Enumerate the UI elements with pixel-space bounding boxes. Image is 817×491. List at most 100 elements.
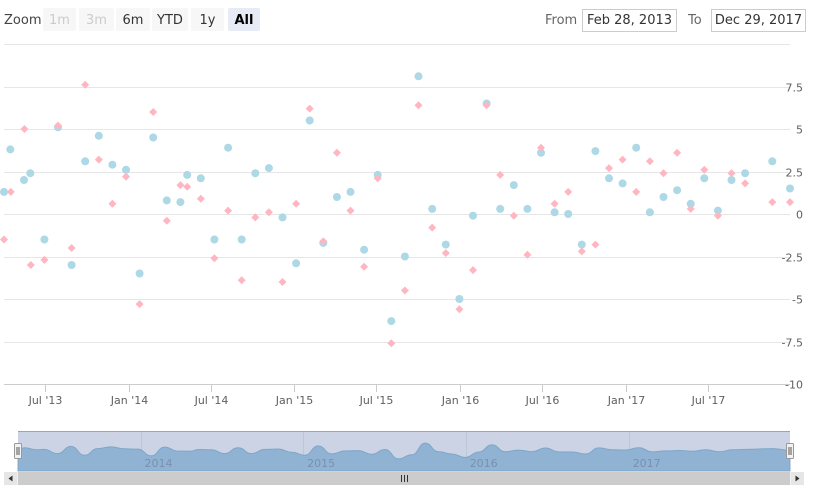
data-point-diamond[interactable] xyxy=(605,164,613,173)
data-point-diamond[interactable] xyxy=(700,165,709,174)
data-point-circle[interactable] xyxy=(428,204,437,213)
navigator-selection[interactable] xyxy=(18,431,790,471)
data-point-circle[interactable] xyxy=(673,186,682,195)
data-point-diamond[interactable] xyxy=(428,223,437,232)
data-point-diamond[interactable] xyxy=(659,169,668,178)
data-point-diamond[interactable] xyxy=(122,172,130,181)
data-point-diamond[interactable] xyxy=(210,254,219,263)
data-point-diamond[interactable] xyxy=(224,206,233,215)
data-point-circle[interactable] xyxy=(564,210,573,218)
data-point-diamond[interactable] xyxy=(346,206,355,215)
data-point-diamond[interactable] xyxy=(264,208,273,217)
zoom-button-1y[interactable]: 1y xyxy=(191,8,224,31)
data-point-circle[interactable] xyxy=(387,317,396,326)
data-point-circle[interactable] xyxy=(618,179,627,188)
data-point-diamond[interactable] xyxy=(537,143,545,152)
data-point-circle[interactable] xyxy=(196,174,205,183)
data-point-diamond[interactable] xyxy=(292,199,301,208)
data-point-diamond[interactable] xyxy=(441,249,450,258)
data-point-circle[interactable] xyxy=(0,187,8,196)
data-point-circle[interactable] xyxy=(414,72,423,81)
data-point-circle[interactable] xyxy=(523,204,532,213)
data-point-diamond[interactable] xyxy=(618,155,627,164)
data-point-circle[interactable] xyxy=(108,160,117,169)
data-point-diamond[interactable] xyxy=(550,199,559,208)
data-point-circle[interactable] xyxy=(346,187,355,196)
data-point-circle[interactable] xyxy=(741,169,750,178)
data-point-circle[interactable] xyxy=(632,143,641,152)
data-point-diamond[interactable] xyxy=(713,211,722,220)
data-point-diamond[interactable] xyxy=(319,237,328,246)
data-point-diamond[interactable] xyxy=(768,198,777,207)
data-point-circle[interactable] xyxy=(26,169,35,178)
data-point-diamond[interactable] xyxy=(237,276,246,285)
data-point-diamond[interactable] xyxy=(400,286,409,295)
data-point-diamond[interactable] xyxy=(108,199,117,208)
data-point-diamond[interactable] xyxy=(0,235,8,244)
data-point-diamond[interactable] xyxy=(40,255,49,264)
data-point-diamond[interactable] xyxy=(455,305,464,314)
scrollbar[interactable] xyxy=(4,472,804,485)
data-point-diamond[interactable] xyxy=(786,198,794,207)
data-point-diamond[interactable] xyxy=(469,266,477,275)
data-point-diamond[interactable] xyxy=(67,244,76,252)
data-point-diamond[interactable] xyxy=(564,187,573,196)
data-point-diamond[interactable] xyxy=(360,262,369,271)
data-point-diamond[interactable] xyxy=(94,155,103,164)
data-point-circle[interactable] xyxy=(605,174,613,183)
data-point-diamond[interactable] xyxy=(54,121,62,130)
data-point-circle[interactable] xyxy=(6,145,15,154)
data-point-circle[interactable] xyxy=(659,193,668,201)
scrollbar-left-button[interactable] xyxy=(4,472,17,485)
data-point-diamond[interactable] xyxy=(387,339,396,348)
data-point-circle[interactable] xyxy=(496,204,505,213)
data-point-diamond[interactable] xyxy=(482,101,491,110)
data-point-circle[interactable] xyxy=(509,181,518,190)
data-point-diamond[interactable] xyxy=(373,174,382,183)
data-point-circle[interactable] xyxy=(135,269,144,278)
from-date-input[interactable]: Feb 28, 2013 xyxy=(582,9,677,32)
data-point-diamond[interactable] xyxy=(523,250,532,259)
data-point-circle[interactable] xyxy=(149,133,158,142)
data-point-circle[interactable] xyxy=(20,176,28,184)
scrollbar-right-button[interactable] xyxy=(791,472,804,485)
data-point-circle[interactable] xyxy=(786,184,794,193)
zoom-button-6m[interactable]: 6m xyxy=(116,8,150,31)
data-point-circle[interactable] xyxy=(727,176,736,184)
data-point-circle[interactable] xyxy=(713,206,722,215)
data-point-circle[interactable] xyxy=(237,235,246,244)
data-point-diamond[interactable] xyxy=(278,278,287,286)
data-point-circle[interactable] xyxy=(122,165,130,174)
data-point-diamond[interactable] xyxy=(251,213,260,222)
data-point-circle[interactable] xyxy=(40,235,49,244)
data-point-circle[interactable] xyxy=(537,148,545,157)
data-point-circle[interactable] xyxy=(278,213,287,222)
data-point-diamond[interactable] xyxy=(149,108,158,116)
data-point-diamond[interactable] xyxy=(577,247,586,256)
data-point-circle[interactable] xyxy=(360,245,369,254)
zoom-button-3m[interactable]: 3m xyxy=(79,8,114,31)
data-point-circle[interactable] xyxy=(645,208,654,217)
navigator[interactable]: 2014 2015 2016 2017 xyxy=(14,431,794,472)
data-point-circle[interactable] xyxy=(94,131,103,140)
data-point-circle[interactable] xyxy=(176,198,185,207)
data-point-circle[interactable] xyxy=(686,199,695,208)
data-point-diamond[interactable] xyxy=(509,211,518,220)
data-point-diamond[interactable] xyxy=(196,194,205,203)
zoom-button-1m[interactable]: 1m xyxy=(43,8,76,31)
data-point-diamond[interactable] xyxy=(591,240,600,249)
data-point-diamond[interactable] xyxy=(645,157,654,166)
data-point-circle[interactable] xyxy=(67,261,76,269)
data-point-circle[interactable] xyxy=(455,295,464,303)
navigator-handle-right[interactable] xyxy=(786,443,794,459)
data-point-diamond[interactable] xyxy=(332,148,341,157)
data-point-circle[interactable] xyxy=(224,143,233,152)
data-point-diamond[interactable] xyxy=(686,204,695,213)
data-point-circle[interactable] xyxy=(264,164,273,173)
data-point-circle[interactable] xyxy=(183,170,192,179)
data-point-circle[interactable] xyxy=(400,252,409,261)
data-point-diamond[interactable] xyxy=(81,80,90,89)
data-point-circle[interactable] xyxy=(591,147,600,156)
data-point-circle[interactable] xyxy=(577,240,586,249)
data-point-circle[interactable] xyxy=(469,211,477,220)
